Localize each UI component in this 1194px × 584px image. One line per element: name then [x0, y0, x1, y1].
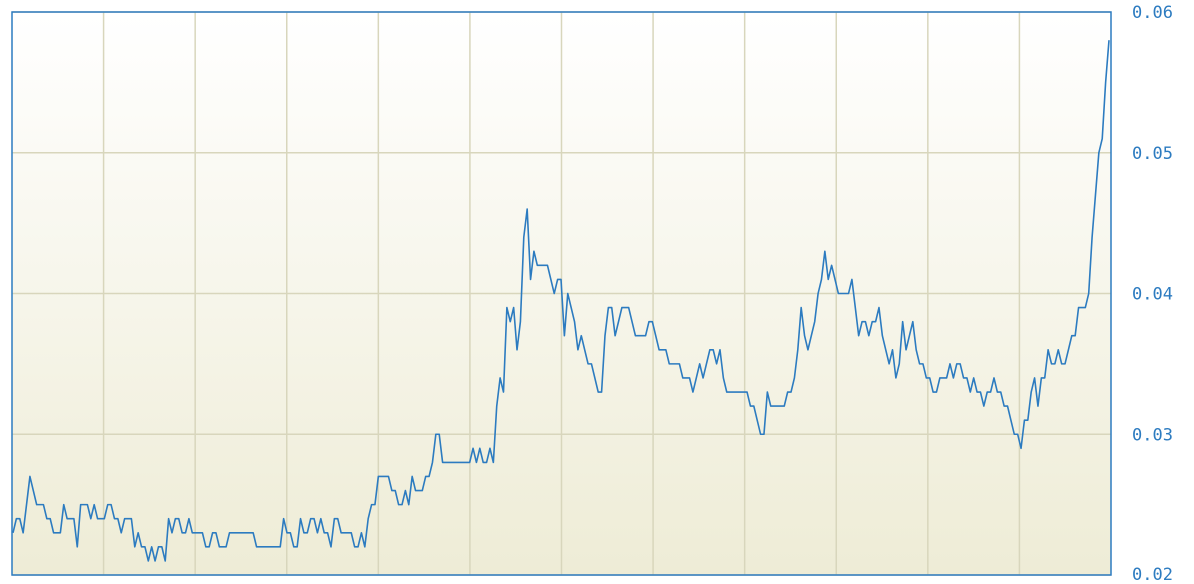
y-tick-label: 0.05 [1132, 144, 1173, 164]
price-series-line [12, 40, 1110, 562]
y-tick-label: 0.04 [1132, 285, 1173, 305]
y-tick-label: 0.02 [1132, 565, 1173, 584]
plot-border [11, 11, 1112, 576]
y-tick-label: 0.03 [1132, 425, 1173, 445]
y-tick-label: 0.06 [1132, 3, 1173, 23]
y-axis-ticks: 0.02 0.03 0.04 0.05 0.06 [1132, 3, 1173, 584]
